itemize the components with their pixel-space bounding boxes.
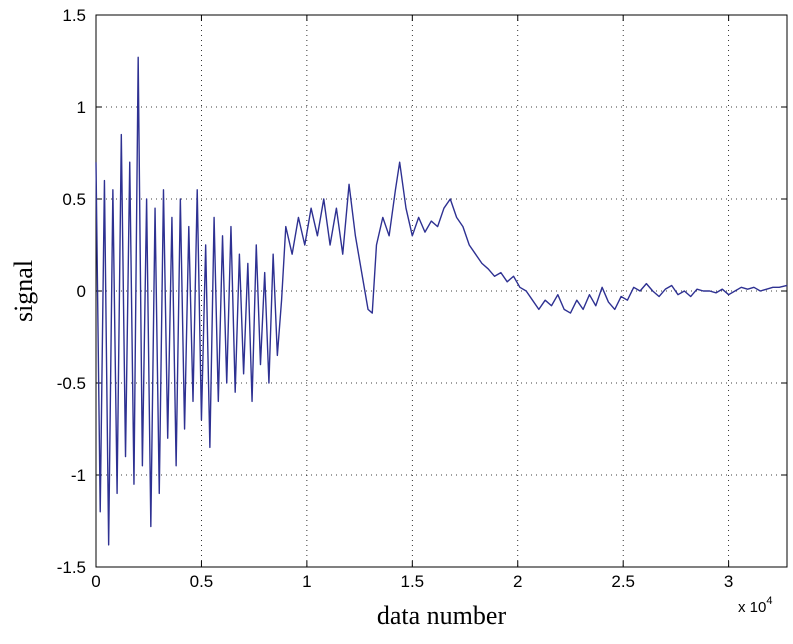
x-tick-label: 1: [302, 572, 311, 591]
x-tick-label: 1.5: [400, 572, 424, 591]
x-tick-label: 0: [91, 572, 100, 591]
x-multiplier-base: x 10: [738, 599, 766, 616]
y-tick-label: 0: [77, 282, 86, 301]
y-tick-label: 0.5: [62, 190, 86, 209]
y-tick-label: -1: [71, 466, 86, 485]
tick-labels: 0 0.5 1 1.5 2 2.5 3 -1.5 -1 -0.5 0 0.5 1 1.5: [57, 6, 734, 591]
x-axis-title: data number: [377, 601, 507, 630]
y-tick-label: -0.5: [57, 374, 86, 393]
x-tick-label: 3: [724, 572, 733, 591]
signal-series-line: [95, 56, 788, 546]
y-tick-label: 1: [77, 98, 86, 117]
x-tick-label: 2.5: [611, 572, 635, 591]
x-axis-multiplier: x 104: [738, 595, 772, 616]
y-tick-label: -1.5: [57, 558, 86, 577]
x-tick-label: 2: [513, 572, 522, 591]
x-tick-label: 0.5: [190, 572, 214, 591]
series-layer: [95, 56, 788, 546]
y-tick-label: 1.5: [62, 6, 86, 25]
y-axis-title: signal: [9, 260, 38, 322]
x-multiplier-exponent: 4: [766, 595, 772, 607]
